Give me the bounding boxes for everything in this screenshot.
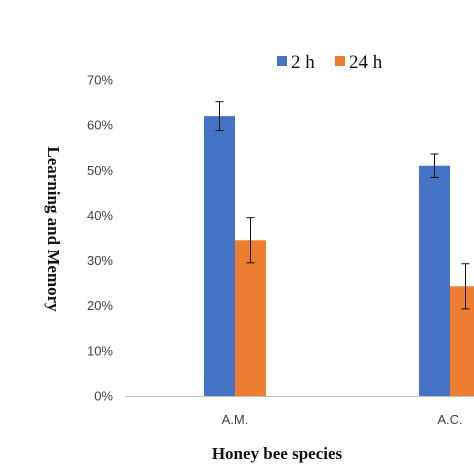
legend-swatch-24h <box>335 56 345 66</box>
bars <box>204 116 474 396</box>
x-axis-ticks: A.M. A.C. <box>222 412 463 427</box>
y-tick-label: 60% <box>87 118 113 133</box>
bar <box>235 240 266 396</box>
legend-label-2h: 2 h <box>291 52 315 73</box>
legend-swatch-2h <box>277 56 287 66</box>
x-tick-label: A.M. <box>222 412 249 427</box>
bar <box>204 116 235 396</box>
y-tick-label: 10% <box>87 343 113 358</box>
y-tick-label: 30% <box>87 253 113 268</box>
y-tick-label: 70% <box>87 73 113 88</box>
y-tick-label: 40% <box>87 208 113 223</box>
y-axis-title: Learning and Memory <box>44 146 63 312</box>
y-tick-label: 20% <box>87 298 113 313</box>
y-tick-label: 50% <box>87 163 113 178</box>
legend-label-24h: 24 h <box>349 52 383 73</box>
legend: 2 h 24 h <box>277 52 383 73</box>
bar <box>419 165 450 396</box>
bar <box>450 286 474 396</box>
y-axis-ticks: 0% 10% 20% 30% 40% 50% 60% 70% <box>87 73 113 404</box>
x-axis-title: Honey bee species <box>212 444 343 463</box>
x-tick-label: A.C. <box>437 412 462 427</box>
error-bars <box>215 101 470 310</box>
y-tick-label: 0% <box>94 389 113 404</box>
